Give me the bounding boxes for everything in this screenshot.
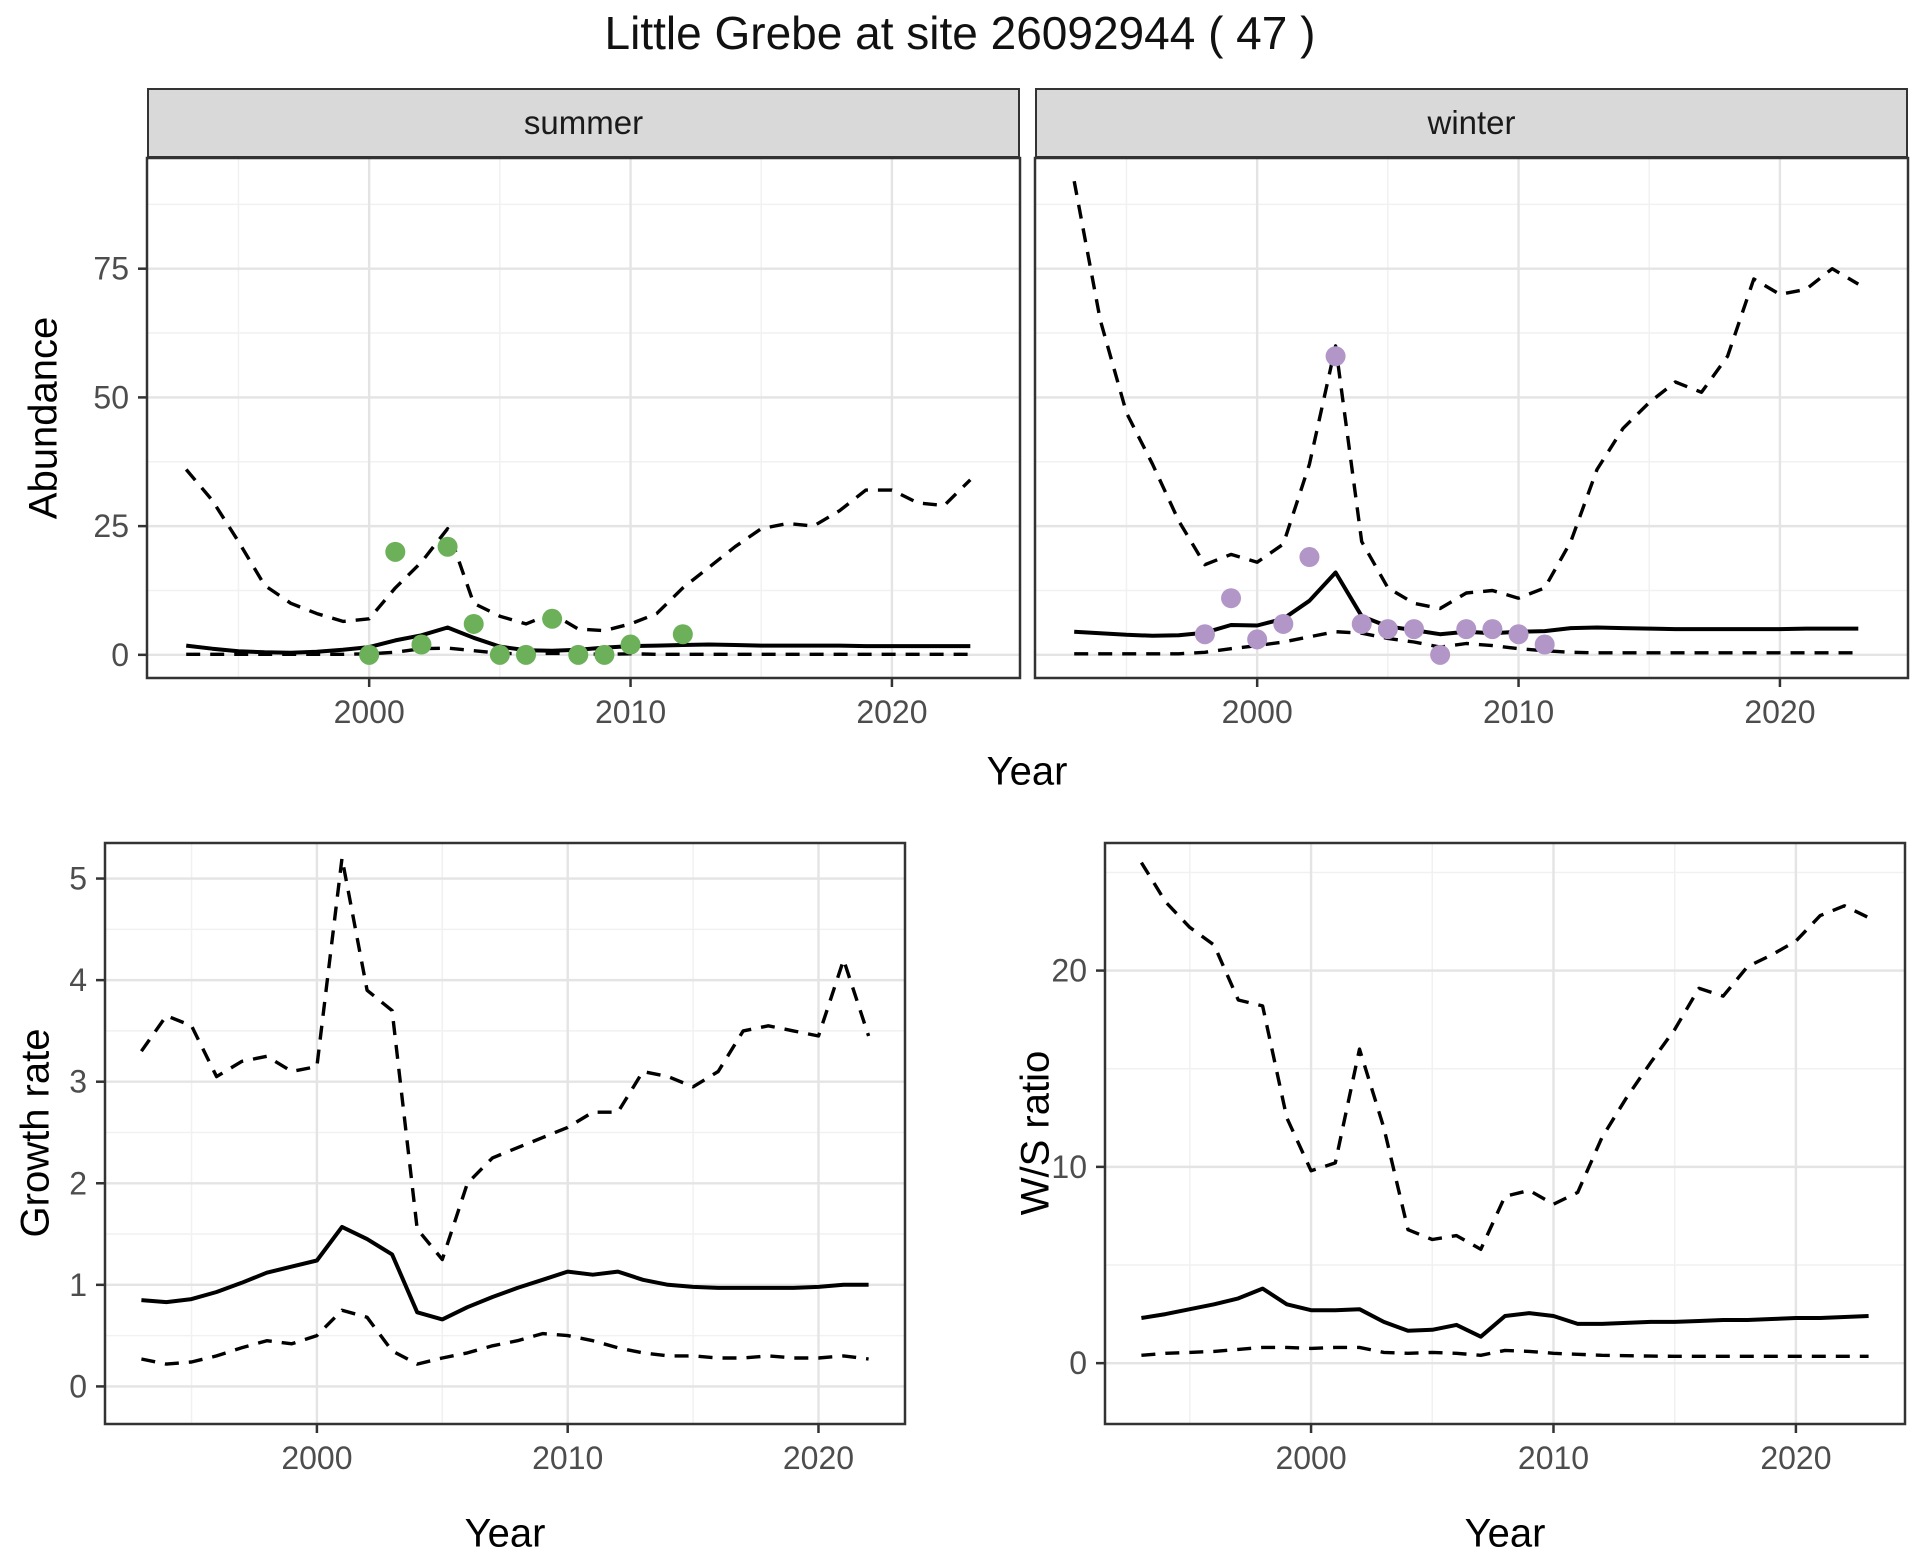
ws_ratio-mean-line <box>1141 1286 1869 1339</box>
abundance_summer-observation-point <box>489 644 510 665</box>
abundance_winter-observation-point <box>1403 619 1424 640</box>
abundance_summer-observation-point <box>385 541 406 562</box>
y-axis-title-growth-rate: Growth rate <box>13 1028 58 1238</box>
x-axis-title-year-ws: Year <box>1464 1511 1546 1556</box>
ws_ratio-y-tick-label: 20 <box>1051 953 1087 989</box>
abundance_winter-observation-point <box>1299 547 1320 568</box>
abundance_summer-y-tick-label: 50 <box>93 379 129 415</box>
y-axis-title-ws-ratio: W/S ratio <box>1013 1050 1058 1216</box>
abundance_summer-observation-point <box>359 644 380 665</box>
ws_ratio-upper_ci-line <box>1139 861 1870 1251</box>
ws_ratio-x-tick-label: 2010 <box>1518 1440 1589 1476</box>
ws_ratio-panel-border <box>1103 841 1907 1426</box>
abundance_summer-observation-point <box>620 634 641 655</box>
facet-strip-winter: winter <box>1035 88 1908 158</box>
y-axis-title-abundance: Abundance <box>21 316 66 520</box>
ws_ratio-lower_ci-line <box>1141 1345 1869 1358</box>
abundance_summer-observation-point <box>463 613 484 634</box>
abundance_winter-observation-point <box>1430 644 1451 665</box>
abundance_winter-upper_ci-line <box>1072 180 1860 611</box>
facet-strip-summer-label: summer <box>523 104 644 141</box>
abundance_winter-observation-point <box>1456 619 1477 640</box>
abundance_summer-observation-point <box>594 644 615 665</box>
abundance_summer-x-tick-label: 2010 <box>595 694 666 730</box>
growth_rate-y-tick-label: 3 <box>69 1064 87 1100</box>
x-axis-title-year-growth: Year <box>464 1511 546 1556</box>
abundance_winter-observation-point <box>1351 613 1372 634</box>
ws_ratio-y-tick-label: 0 <box>1069 1345 1087 1381</box>
abundance_winter-x-tick-label: 2000 <box>1222 694 1293 730</box>
abundance_winter-observation-point <box>1273 613 1294 634</box>
abundance_winter-lower_ci-line <box>1074 630 1859 656</box>
abundance_winter-panel-border <box>1033 156 1910 680</box>
abundance_winter-x-tick-label: 2020 <box>1744 694 1815 730</box>
growth_rate-y-tick-label: 2 <box>69 1165 87 1201</box>
abundance_summer-observation-point <box>672 624 693 645</box>
abundance_summer-observation-point <box>437 536 458 557</box>
growth_rate-mean-line <box>141 1224 869 1322</box>
abundance_summer-observation-point <box>411 634 432 655</box>
abundance_summer-x-tick-label: 2000 <box>334 694 405 730</box>
growth_rate-y-tick-label: 1 <box>69 1267 87 1303</box>
abundance_winter-observation-point <box>1377 619 1398 640</box>
abundance_summer-panel-border <box>145 156 1022 680</box>
plot-title: Little Grebe at site 26092944 ( 47 ) <box>604 7 1316 59</box>
growth_rate-x-tick-label: 2000 <box>281 1440 352 1476</box>
abundance_summer-y-tick-label: 75 <box>93 251 129 287</box>
abundance_winter-observation-point <box>1221 588 1242 609</box>
growth_rate-lower_ci-line <box>141 1308 869 1366</box>
growth_rate-x-tick-label: 2010 <box>532 1440 603 1476</box>
abundance_summer-y-tick-label: 0 <box>111 637 129 673</box>
facet-strip-summer: summer <box>147 88 1020 158</box>
ws_ratio-x-tick-label: 2000 <box>1275 1440 1346 1476</box>
abundance_summer-observation-point <box>568 644 589 665</box>
growth_rate-y-tick-label: 5 <box>69 861 87 897</box>
abundance_summer-x-tick-label: 2020 <box>856 694 927 730</box>
growth_rate-x-tick-label: 2020 <box>783 1440 854 1476</box>
abundance_winter-observation-point <box>1508 624 1529 645</box>
abundance_summer-y-tick-label: 25 <box>93 508 129 544</box>
growth_rate-y-tick-label: 0 <box>69 1368 87 1404</box>
ws_ratio-x-tick-label: 2020 <box>1760 1440 1831 1476</box>
abundance_winter-x-tick-label: 2010 <box>1483 694 1554 730</box>
abundance_summer-observation-point <box>542 608 563 629</box>
ws_ratio-y-tick-label: 10 <box>1051 1149 1087 1185</box>
abundance_summer-observation-point <box>515 644 536 665</box>
growth_rate-y-tick-label: 4 <box>69 962 87 998</box>
abundance_winter-observation-point <box>1534 634 1555 655</box>
facet-strip-winter-label: winter <box>1427 104 1516 141</box>
abundance_winter-observation-point <box>1194 624 1215 645</box>
abundance_winter-observation-point <box>1482 619 1503 640</box>
abundance_summer-upper_ci-line <box>184 468 972 633</box>
x-axis-title-year-top: Year <box>986 749 1068 794</box>
growth_rate-upper_ci-line <box>140 856 871 1262</box>
abundance_winter-observation-point <box>1247 629 1268 650</box>
growth_rate-panel-border <box>103 841 907 1426</box>
abundance_winter-observation-point <box>1325 346 1346 367</box>
